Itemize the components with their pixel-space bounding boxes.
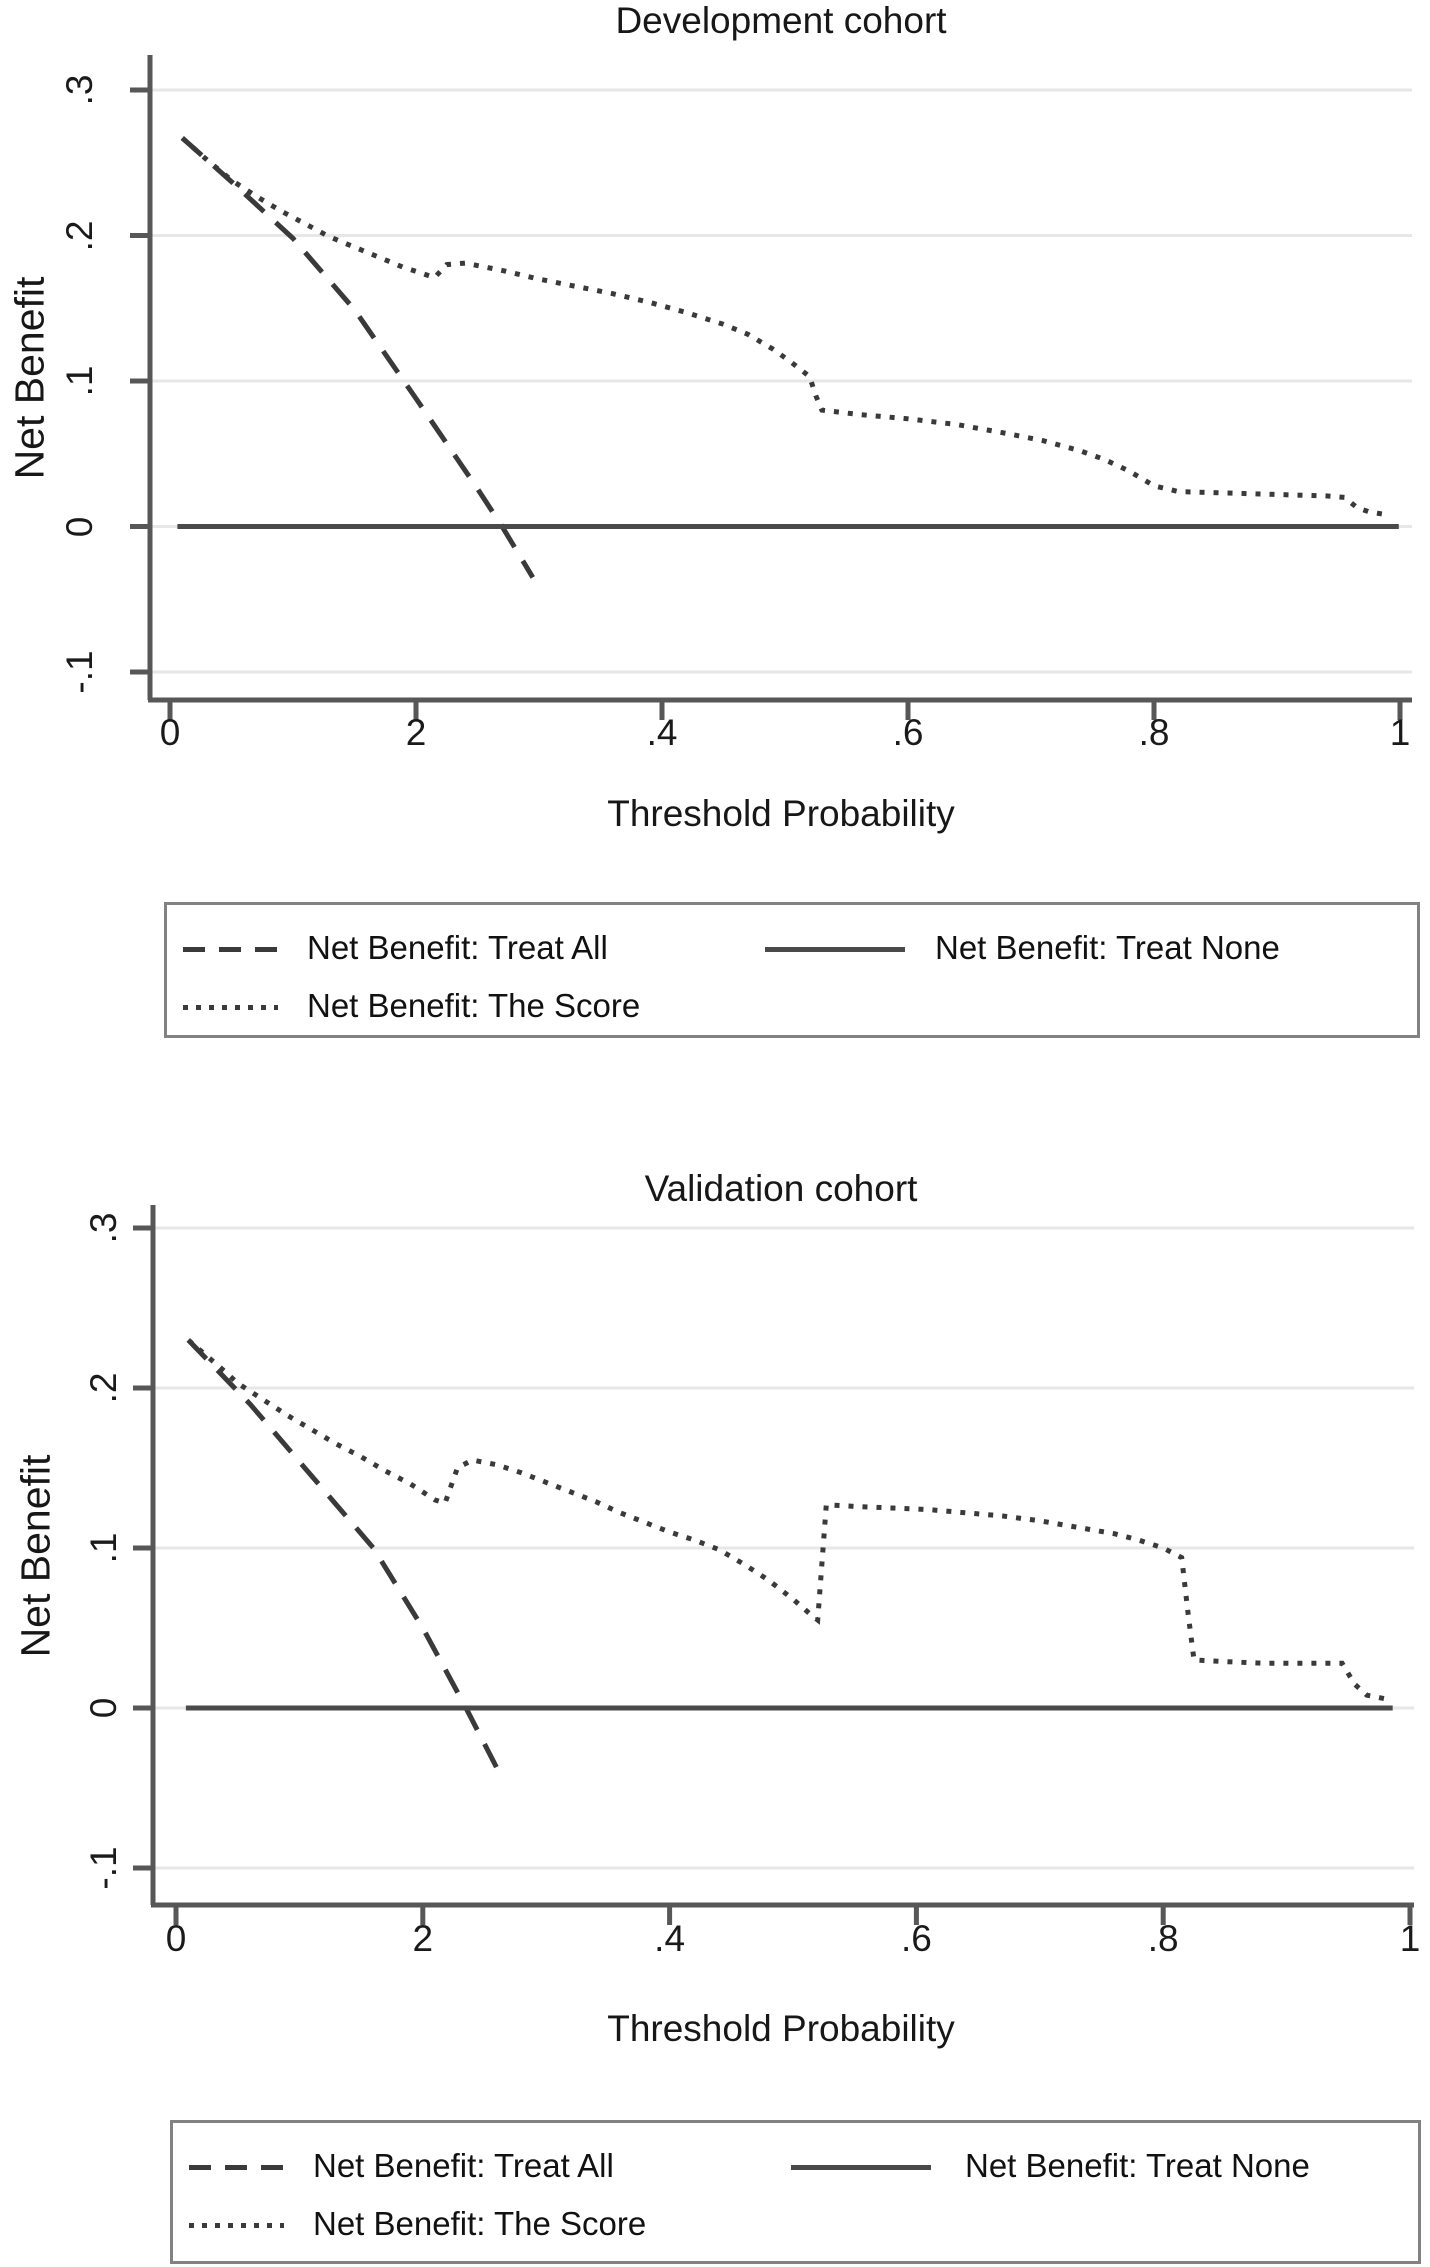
development-x-tick-label: .8 bbox=[1138, 712, 1170, 753]
development-x-axis-title: Threshold Probability bbox=[607, 793, 955, 834]
validation-chart-title: Validation cohort bbox=[644, 1168, 918, 1209]
development-x-tick-label: 1 bbox=[1389, 712, 1411, 753]
development-series-dotted bbox=[180, 136, 1389, 518]
validation-series-dotted bbox=[186, 1338, 1392, 1703]
dashed-line-sample bbox=[183, 947, 278, 952]
validation-x-tick-label: 0 bbox=[165, 1918, 187, 1959]
development-x-tick-label: 2 bbox=[405, 712, 427, 753]
legend-label-treat-all: Net Benefit: Treat All bbox=[313, 2147, 614, 2184]
development-chart-title: Development cohort bbox=[615, 0, 947, 41]
legend-validation: Net Benefit: Treat All Net Benefit: Trea… bbox=[170, 2120, 1421, 2264]
development-plot-area bbox=[130, 55, 1412, 720]
validation-y-tick-label: .3 bbox=[83, 1212, 124, 1244]
development-y-tick-label: -.1 bbox=[59, 650, 100, 694]
legend-development: Net Benefit: Treat All Net Benefit: Trea… bbox=[164, 902, 1420, 1038]
dotted-line-sample bbox=[183, 1005, 278, 1010]
development-series-dashed bbox=[180, 136, 535, 579]
solid-line-sample bbox=[791, 2165, 931, 2170]
development-x-tick-label: .4 bbox=[646, 712, 678, 753]
validation-y-tick-label: .2 bbox=[83, 1372, 124, 1404]
validation-y-tick-label: -.1 bbox=[83, 1846, 124, 1890]
dotted-line-sample bbox=[189, 2223, 284, 2228]
validation-x-tick-label: .6 bbox=[900, 1918, 932, 1959]
validation-series-dashed bbox=[186, 1338, 506, 1782]
development-x-tick-label: 0 bbox=[159, 712, 181, 753]
development-y-tick-label: 0 bbox=[59, 516, 100, 537]
validation-x-tick-label: .4 bbox=[654, 1918, 686, 1959]
validation-x-tick-label: .8 bbox=[1147, 1918, 1179, 1959]
validation-plot-area bbox=[133, 1205, 1414, 1925]
legend-label-treat-all: Net Benefit: Treat All bbox=[307, 929, 608, 966]
development-y-axis-title: Net Benefit bbox=[6, 276, 53, 480]
development-y-tick-label: .3 bbox=[59, 74, 100, 106]
legend-label-treat-none: Net Benefit: Treat None bbox=[935, 929, 1280, 966]
legend-label-the-score: Net Benefit: The Score bbox=[313, 2205, 647, 2242]
validation-y-axis-title: Net Benefit bbox=[12, 1454, 59, 1658]
validation-x-tick-label: 1 bbox=[1399, 1918, 1421, 1959]
validation-x-tick-label: 2 bbox=[412, 1918, 434, 1959]
validation-x-axis-title: Threshold Probability bbox=[607, 2008, 955, 2049]
validation-y-tick-label: 0 bbox=[83, 1697, 124, 1719]
development-y-tick-label: .2 bbox=[59, 220, 100, 251]
legend-label-treat-none: Net Benefit: Treat None bbox=[965, 2147, 1310, 2184]
legend-label-the-score: Net Benefit: The Score bbox=[307, 987, 641, 1024]
validation-y-tick-label: .1 bbox=[83, 1532, 124, 1564]
development-y-tick-label: .1 bbox=[59, 365, 100, 397]
solid-line-sample bbox=[765, 947, 905, 952]
dashed-line-sample bbox=[189, 2165, 284, 2170]
development-x-tick-label: .6 bbox=[892, 712, 924, 753]
